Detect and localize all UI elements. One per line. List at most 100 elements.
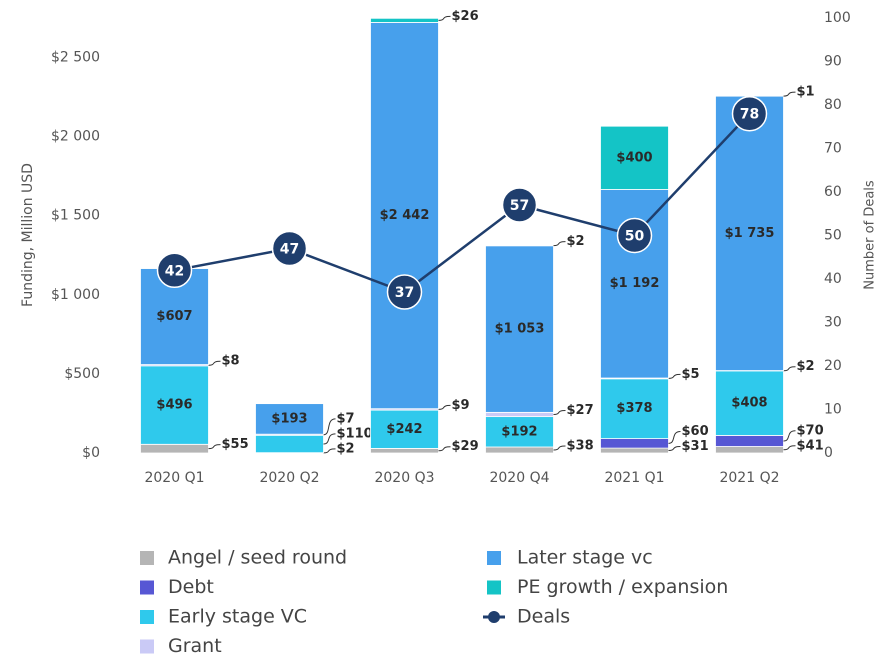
bar-segment <box>370 448 439 454</box>
bar-segment <box>255 434 324 454</box>
x-tick-label: 2021 Q2 <box>719 470 779 486</box>
deals-label: 47 <box>280 242 299 258</box>
data-label: $408 <box>731 396 767 411</box>
bar-segment <box>485 416 554 448</box>
deals-marker <box>501 187 538 223</box>
y2-tick-label: 60 <box>824 184 842 200</box>
leader-line <box>783 366 796 372</box>
bar-segment <box>255 403 324 435</box>
data-label: $110 <box>337 426 373 441</box>
leader-line <box>783 445 796 451</box>
x-tick-label: 2021 Q1 <box>604 470 664 486</box>
data-label: $2 <box>567 234 585 249</box>
x-tick-label: 2020 Q4 <box>489 470 549 486</box>
bar-segment <box>485 411 554 418</box>
leader-line <box>783 430 796 442</box>
bar-segment <box>370 17 439 23</box>
data-label: $5 <box>682 367 700 382</box>
data-label: $2 442 <box>380 208 430 223</box>
y-tick-label: $2 000 <box>51 129 100 145</box>
x-tick-label: 2020 Q2 <box>259 470 319 486</box>
y2-tick-label: 80 <box>824 97 842 113</box>
data-label: $26 <box>452 9 479 24</box>
data-label: $29 <box>452 439 479 454</box>
y2-tick-label: 30 <box>824 315 842 331</box>
y-tick-label: $1 000 <box>51 287 100 303</box>
legend-marker <box>488 611 500 623</box>
data-label: $193 <box>271 411 307 426</box>
y2-tick-label: 70 <box>824 141 842 157</box>
bar-segment <box>370 22 439 410</box>
legend-swatch <box>487 580 501 595</box>
legend-swatch <box>140 639 154 654</box>
deals-marker <box>616 217 653 254</box>
deals-label: 78 <box>740 107 759 123</box>
data-label: $607 <box>156 309 192 324</box>
leader-line <box>323 448 336 454</box>
data-label: $8 <box>222 354 240 369</box>
data-label: $242 <box>386 422 422 437</box>
leader-line <box>438 446 451 452</box>
leader-line <box>668 446 681 452</box>
y-axis-title: Funding, Million USD <box>20 163 36 307</box>
y2-tick-label: 90 <box>824 54 842 70</box>
bar-segment <box>715 435 784 447</box>
y2-axis-title: Number of Deals <box>863 180 878 290</box>
data-label: $9 <box>452 398 470 413</box>
legend-label: Debt <box>168 576 214 598</box>
legend-swatch <box>140 580 154 595</box>
legend-swatch <box>140 551 154 565</box>
leader-line <box>323 433 336 445</box>
data-label: $31 <box>682 439 709 454</box>
legend-label: Later stage vc <box>517 547 653 569</box>
deals-marker <box>271 230 308 267</box>
leader-line <box>668 431 681 444</box>
y2-tick-label: 100 <box>824 10 851 26</box>
y2-tick-label: 0 <box>824 445 833 461</box>
data-label: $38 <box>567 438 594 453</box>
y2-tick-label: 50 <box>824 228 842 244</box>
y2-tick-label: 20 <box>824 358 842 374</box>
x-tick-label: 2020 Q3 <box>374 470 434 486</box>
data-label: $70 <box>797 423 824 438</box>
legend-label: Grant <box>168 635 222 656</box>
x-tick-label: 2020 Q1 <box>144 470 204 486</box>
data-label: $1 192 <box>610 276 660 291</box>
leader-line <box>208 444 221 450</box>
bar-segment <box>485 245 554 413</box>
deals-marker <box>386 274 423 310</box>
deals-label: 57 <box>510 198 529 214</box>
bar-segment <box>715 95 784 371</box>
deals-label: 42 <box>165 263 184 279</box>
legend-label: Early stage VC <box>168 606 307 628</box>
bar-segment <box>600 125 669 190</box>
leader-line <box>208 360 221 366</box>
leader-line <box>323 418 336 436</box>
data-label: $2 <box>337 441 355 456</box>
deals-line <box>174 112 751 294</box>
bar-segment <box>600 438 669 449</box>
deals-marker <box>156 252 193 289</box>
data-label: $41 <box>797 438 824 453</box>
leader-line <box>438 15 451 21</box>
legend-swatch <box>140 610 154 624</box>
legend-label: Angel / seed round <box>168 547 347 569</box>
leader-line <box>783 91 796 97</box>
leader-line <box>553 445 566 451</box>
data-label: $60 <box>682 424 709 439</box>
data-label: $496 <box>156 398 192 413</box>
legend-label: PE growth / expansion <box>517 576 728 598</box>
deals-label: 37 <box>395 285 414 301</box>
bar-segment <box>140 443 209 454</box>
data-label: $2 <box>797 359 815 374</box>
bar-segment <box>715 370 784 436</box>
leader-line <box>553 241 566 247</box>
bar-segment <box>600 447 669 454</box>
bar-segment <box>140 365 209 445</box>
data-label: $400 <box>616 150 652 165</box>
data-label: $27 <box>567 403 594 418</box>
legend-swatch <box>487 551 501 565</box>
leader-line <box>668 373 681 379</box>
data-label: $378 <box>616 401 652 416</box>
